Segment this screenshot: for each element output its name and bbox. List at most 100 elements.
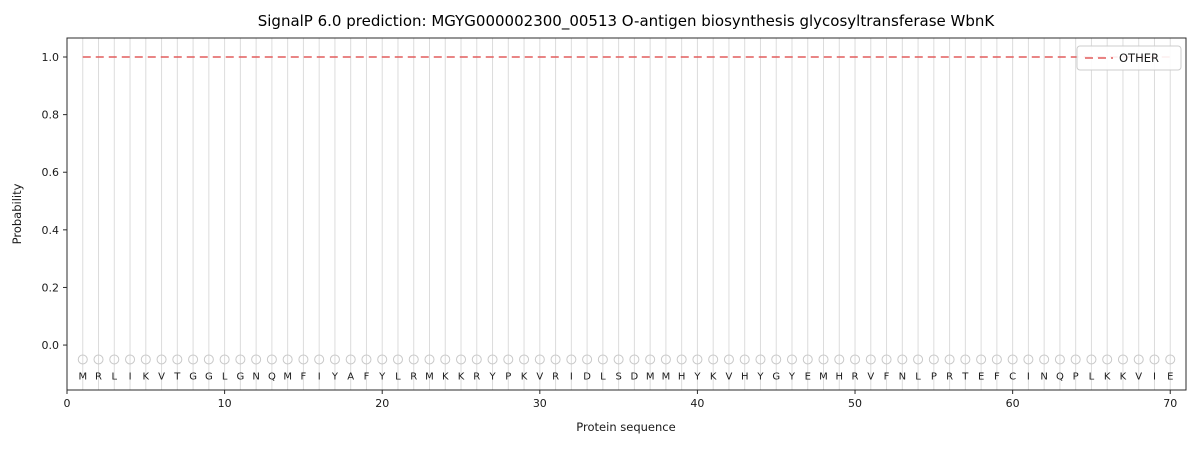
residue-marker bbox=[203, 354, 214, 365]
residue-marker bbox=[786, 354, 797, 365]
residue-marker bbox=[1086, 354, 1097, 365]
residue-letter: M bbox=[283, 371, 292, 382]
residue-letter: V bbox=[536, 371, 543, 382]
residue-marker bbox=[991, 354, 1002, 365]
y-tick-label: 0.6 bbox=[42, 166, 60, 179]
residue-marker bbox=[172, 354, 183, 365]
residue-letter: L bbox=[915, 371, 921, 382]
residue-marker bbox=[881, 354, 892, 365]
residue-marker bbox=[440, 354, 451, 365]
residue-marker bbox=[1070, 354, 1081, 365]
residue-marker bbox=[582, 354, 593, 365]
residue-marker bbox=[613, 354, 624, 365]
residue-marker bbox=[928, 354, 939, 365]
residue-marker bbox=[660, 354, 671, 365]
residue-marker bbox=[251, 354, 262, 365]
residue-letter: V bbox=[726, 371, 733, 382]
residue-letter: F bbox=[301, 371, 307, 382]
residue-marker bbox=[519, 354, 530, 365]
residue-letter: P bbox=[931, 371, 937, 382]
residue-marker bbox=[629, 354, 640, 365]
residue-letter: F bbox=[364, 371, 370, 382]
residue-letter: T bbox=[961, 371, 969, 382]
residue-marker bbox=[266, 354, 277, 365]
residue-letter: R bbox=[95, 371, 102, 382]
residue-letter: G bbox=[236, 371, 244, 382]
x-axis-label: Protein sequence bbox=[576, 420, 675, 434]
residue-marker bbox=[140, 354, 151, 365]
residue-letter: L bbox=[395, 371, 401, 382]
y-tick-label: 0.8 bbox=[42, 109, 60, 122]
residue-letter: N bbox=[252, 371, 259, 382]
residue-marker bbox=[865, 354, 876, 365]
residue-letter: L bbox=[222, 371, 228, 382]
residue-marker bbox=[471, 354, 482, 365]
chart-title: SignalP 6.0 prediction: MGYG000002300_00… bbox=[258, 12, 996, 31]
residue-marker bbox=[424, 354, 435, 365]
residue-marker bbox=[408, 354, 419, 365]
residue-letter: G bbox=[189, 371, 197, 382]
residue-letter: F bbox=[994, 371, 1000, 382]
residue-marker bbox=[850, 354, 861, 365]
residue-letter: R bbox=[552, 371, 559, 382]
residue-letter: K bbox=[710, 371, 717, 382]
residue-letter: N bbox=[899, 371, 906, 382]
residue-marker bbox=[944, 354, 955, 365]
axes-box bbox=[66, 37, 1187, 391]
residue-marker bbox=[897, 354, 908, 365]
residue-letter: G bbox=[772, 371, 780, 382]
residue-letter: H bbox=[678, 371, 686, 382]
x-tick-label: 20 bbox=[375, 397, 389, 410]
residue-letter: K bbox=[1120, 371, 1127, 382]
residue-letter: R bbox=[473, 371, 480, 382]
x-tick-label: 10 bbox=[218, 397, 232, 410]
residue-letter: M bbox=[819, 371, 828, 382]
residue-letter: M bbox=[662, 371, 671, 382]
residue-letter: H bbox=[741, 371, 749, 382]
residue-letter: K bbox=[442, 371, 449, 382]
residue-marker bbox=[755, 354, 766, 365]
residue-marker bbox=[487, 354, 498, 365]
residue-marker bbox=[392, 354, 403, 365]
residue-letter: I bbox=[129, 371, 132, 382]
residue-letter: E bbox=[805, 371, 811, 382]
residue-marker bbox=[818, 354, 829, 365]
y-tick-labels: 0.0 0.2 0.4 0.6 0.8 1.0 bbox=[42, 51, 60, 352]
residue-letter: Y bbox=[378, 371, 386, 382]
residue-letter: F bbox=[884, 371, 890, 382]
residue-letter: Q bbox=[1056, 371, 1064, 382]
residue-letter: V bbox=[867, 371, 874, 382]
residue-marker bbox=[723, 354, 734, 365]
residue-marker bbox=[456, 354, 467, 365]
residue-marker bbox=[1102, 354, 1113, 365]
residue-letter: M bbox=[425, 371, 434, 382]
residue-marker bbox=[550, 354, 561, 365]
axes-spines-ticks bbox=[63, 37, 1187, 394]
residue-marker bbox=[1007, 354, 1018, 365]
residue-marker bbox=[708, 354, 719, 365]
residue-letter: N bbox=[1040, 371, 1047, 382]
residue-letter: I bbox=[570, 371, 573, 382]
residue-marker bbox=[1165, 354, 1176, 365]
residue-marker bbox=[645, 354, 656, 365]
residue-letter: K bbox=[1104, 371, 1111, 382]
residue-marker bbox=[282, 354, 293, 365]
gridlines bbox=[82, 38, 1171, 390]
residue-marker bbox=[93, 354, 104, 365]
residue-letter: V bbox=[1135, 371, 1142, 382]
x-tick-label: 0 bbox=[64, 397, 71, 410]
residue-letter: G bbox=[205, 371, 213, 382]
residue-marker bbox=[1149, 354, 1160, 365]
residue-marker bbox=[1117, 354, 1128, 365]
residue-letter: H bbox=[836, 371, 844, 382]
residue-letter: C bbox=[1009, 371, 1016, 382]
residue-marker bbox=[503, 354, 514, 365]
residue-letter: Y bbox=[693, 371, 701, 382]
residue-marker bbox=[361, 354, 372, 365]
x-tick-label: 30 bbox=[533, 397, 547, 410]
residue-letter: V bbox=[158, 371, 165, 382]
residue-marker bbox=[976, 354, 987, 365]
legend-label-other: OTHER bbox=[1119, 51, 1159, 65]
